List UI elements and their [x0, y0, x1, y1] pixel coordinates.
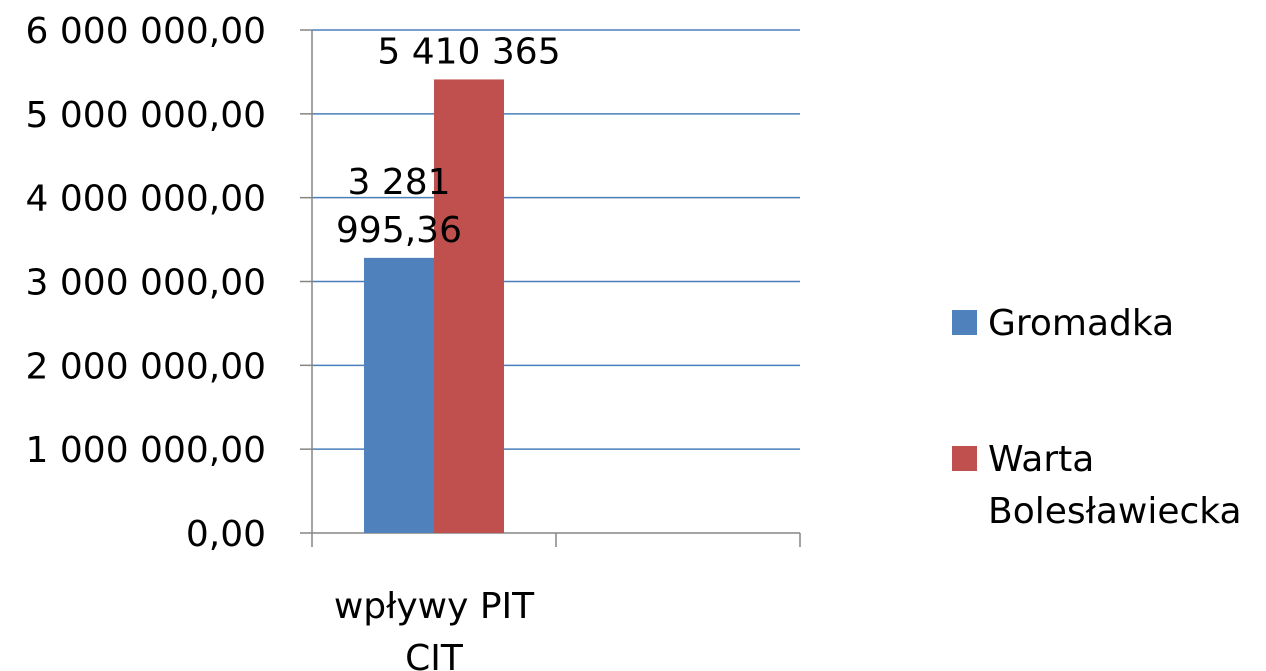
x-category-label-line: wpływy PIT: [334, 586, 535, 627]
legend-label: Gromadka: [988, 303, 1174, 344]
bars: [364, 79, 504, 534]
legend-swatch: [952, 310, 977, 335]
x-category-label-line: CIT: [405, 638, 464, 671]
y-tick-label: 3 000 000,00: [26, 263, 266, 304]
legend-label-line: Bolesławiecka: [988, 491, 1242, 532]
data-labels: 3 281 995,36 5 410 365: [336, 31, 561, 250]
data-label: 3 281 995,36: [336, 162, 462, 251]
bar-gromadka: [364, 257, 434, 533]
y-tick-label: 4 000 000,00: [26, 179, 266, 220]
y-tick-label: 1 000 000,00: [26, 430, 266, 471]
bar-warta-bolesławiecka: [434, 79, 504, 534]
y-tick-label: 2 000 000,00: [26, 346, 266, 387]
data-label: 5 410 365: [377, 31, 560, 72]
data-label-line: 5 410 365: [377, 31, 560, 72]
legend-label-line: Warta: [988, 439, 1094, 480]
y-tick-label: 0,00: [186, 514, 266, 555]
legend-swatch: [952, 446, 977, 471]
legend: Gromadka Warta Bolesławiecka: [952, 303, 1242, 532]
data-label-line: 995,36: [336, 210, 462, 251]
y-tick-label: 6 000 000,00: [26, 11, 266, 52]
axes: 0,00 1 000 000,00 2 000 000,00 3 000 000,00…: [26, 11, 801, 671]
data-label-line: 3 281: [347, 162, 450, 203]
legend-label: Warta Bolesławiecka: [988, 439, 1242, 532]
y-tick-label: 5 000 000,00: [26, 95, 266, 136]
x-category-label: wpływy PIT CIT: [334, 586, 535, 671]
